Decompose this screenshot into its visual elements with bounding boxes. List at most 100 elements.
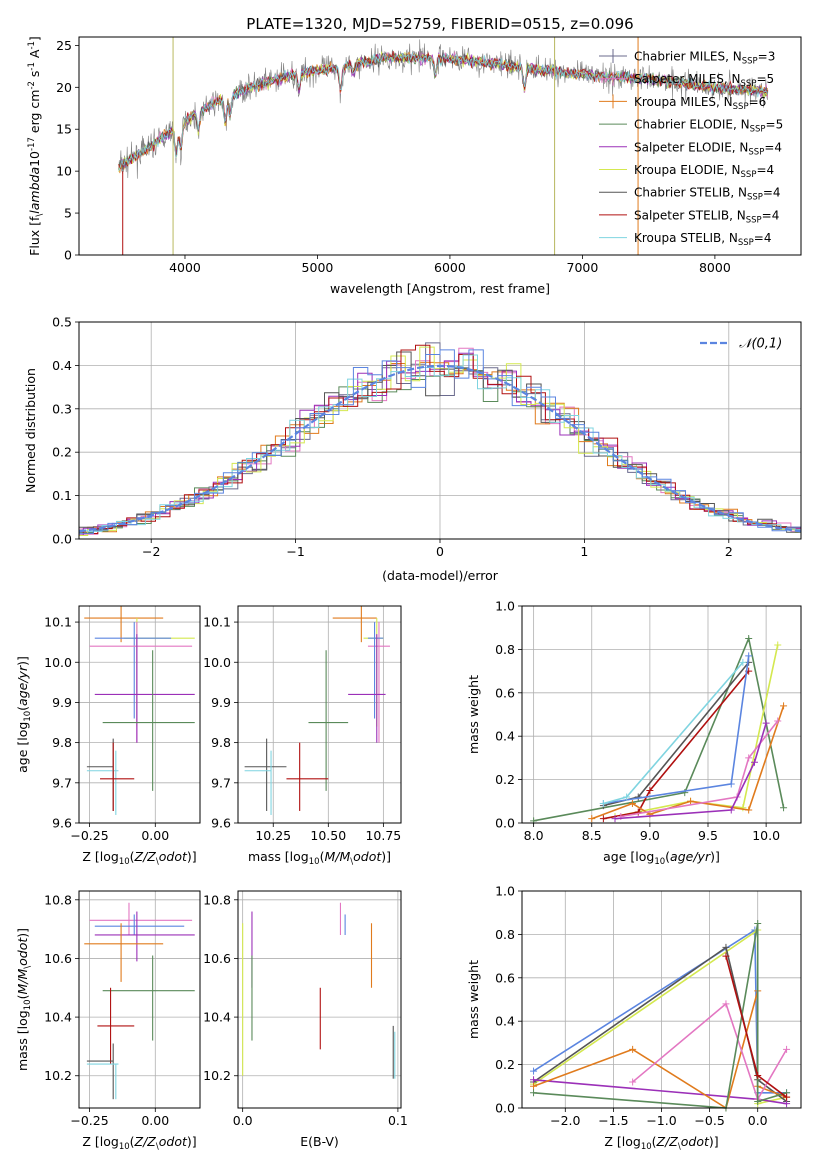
x-tick-label: 9.5 [698,828,718,843]
mass_weight_vs_age-plot [530,635,788,825]
axes-frame [237,605,402,824]
y-tick-label: 25 [56,38,72,53]
data-point-marker [530,1089,538,1097]
legend-label: Kroupa ELODIE, NSSP=4 [634,163,774,180]
x-tick-label: 7000 [567,260,599,275]
axes-frame [78,321,802,540]
age_vs_mass-plot [244,606,390,815]
y-tick-label: 10.2 [44,1068,72,1083]
series-line-kroupa-elodie [533,928,787,1105]
data-point-marker [780,702,788,710]
residuals-axes: −2 −1 0 1 2 0.0 0.1 0.2 0.3 0.4 0.5 (data-model)/er… [23,315,802,583]
y-tick-label: 10.1 [203,615,231,630]
x-tick-label: 10.50 [310,828,346,843]
series-line-salpeter-elodie [533,1079,787,1105]
x-tick-label: 10.25 [255,828,291,843]
axes-frame [78,605,201,824]
legend-label: Kroupa STELIB, NSSP=4 [634,231,772,248]
x-tick-label: 8.5 [582,828,602,843]
axes-frame [521,605,802,824]
y-tick-label: 0.8 [495,642,515,657]
data-point-marker [727,780,735,788]
spectrum-axes: 4000 5000 6000 7000 8000 0 5 10 15 20 25 PLATE=1320… [27,15,802,296]
series-line-blue [533,928,787,1094]
y-tick-label: 10.1 [44,615,72,630]
y-tick-label: 9.7 [211,775,231,790]
y-tick-label: 0.2 [495,1057,515,1072]
y-tick-label: 0.5 [52,315,72,330]
series-line-salpeter-elodie [614,722,767,820]
age_vs_mass-axes: 10.25 10.50 10.75 9.6 9.7 9.8 9.9 10.0 10.1 mass … [203,605,402,867]
spectrum-plot [118,37,769,255]
x-tick-label: 0 [436,544,444,559]
x-tick-label: 9.0 [640,828,660,843]
legend-label: Chabrier STELIB, NSSP=4 [634,186,781,203]
x-tick-label: 10.75 [365,828,401,843]
y-tick-label: 10.6 [44,951,72,966]
data-point-marker [530,1082,538,1090]
y-tick-label: 0.0 [495,1101,515,1116]
legend-label: Salpeter MILES, NSSP=5 [634,72,774,89]
y-tick-label: 10.2 [203,1068,231,1083]
mass_weight_vs_age-axes: 8.0 8.5 9.0 9.5 10.0 0.0 0.2 0.4 0.6 0.8 1.0 age [l… [466,599,802,867]
y-axis-label: Flux [f\lambda10-17 erg cm-2 s-1 A-1] [27,36,45,256]
y-tick-label: 0.3 [52,401,72,416]
data-point-marker [722,1000,730,1008]
y-tick-label: 0.6 [495,970,515,985]
data-point-marker [774,717,782,725]
y-tick-label: 20 [56,80,72,95]
x-tick-label: 4000 [169,260,201,275]
x-tick-label: 5000 [302,260,334,275]
data-point-marker [745,652,753,660]
histogram-kroupa-stelib [79,354,801,532]
mass_weight_vs_Z-axes: −2.0 −1.5 −1.0 −0.5 0.0 0.0 0.2 0.4 0.6 0.8 1.0 Z [… [466,884,802,1152]
model-spectrum-kroupa-stelib [118,51,768,172]
x-axis-label: age [log10(age/yr)] [603,849,720,867]
y-tick-label: 0.1 [52,488,72,503]
data-point-marker [739,658,747,666]
y-tick-label: 10 [56,164,72,179]
data-point-marker [722,943,730,951]
y-tick-label: 15 [56,122,72,137]
model-spectrum-kroupa-miles [118,51,768,174]
y-tick-label: 9.8 [211,735,231,750]
data-point-marker [745,754,753,762]
y-tick-label: 0.2 [495,772,515,787]
data-point-marker [754,1097,762,1105]
legend-label: Chabrier ELODIE, NSSP=5 [634,118,783,135]
data-point-marker [780,804,788,812]
y-tick-label: 9.9 [211,695,231,710]
data-point-marker [754,1071,762,1079]
y-tick-label: 0.8 [495,927,515,942]
x-tick-label: −1 [286,544,304,559]
residuals-plot [78,342,802,539]
y-tick-label: 0.0 [52,532,72,547]
x-axis-label: E(B-V) [300,1134,339,1149]
series-line-chabrier-elodie [533,923,787,1109]
data-point-marker [783,1100,791,1108]
data-point-marker [629,1045,637,1053]
data-point-marker [588,815,596,823]
data-point-marker [783,1045,791,1053]
data-point-marker [774,641,782,649]
y-tick-label: 9.6 [211,816,231,831]
axes-frame [521,890,802,1109]
data-point-marker [629,1078,637,1086]
y-tick-label: 0 [64,248,72,263]
data-point-marker [751,758,758,766]
data-point-marker [783,1093,791,1101]
y-tick-label: 0.2 [52,445,72,460]
x-tick-label: 0.1 [388,1113,408,1128]
y-tick-label: 10.4 [203,1010,231,1025]
x-tick-label: 8.0 [524,828,544,843]
normal-reference-curve [78,364,802,533]
data-point-marker [646,786,654,794]
y-tick-label: 10.0 [44,655,72,670]
data-point-marker [634,793,642,801]
x-tick-label: −0.5 [694,1113,724,1128]
x-tick-label: −0.25 [70,1113,108,1128]
x-tick-label: 2 [725,544,733,559]
y-tick-label: 1.0 [495,599,515,614]
data-point-marker [611,815,619,823]
mass_vs_EBV-plot [242,902,396,1079]
